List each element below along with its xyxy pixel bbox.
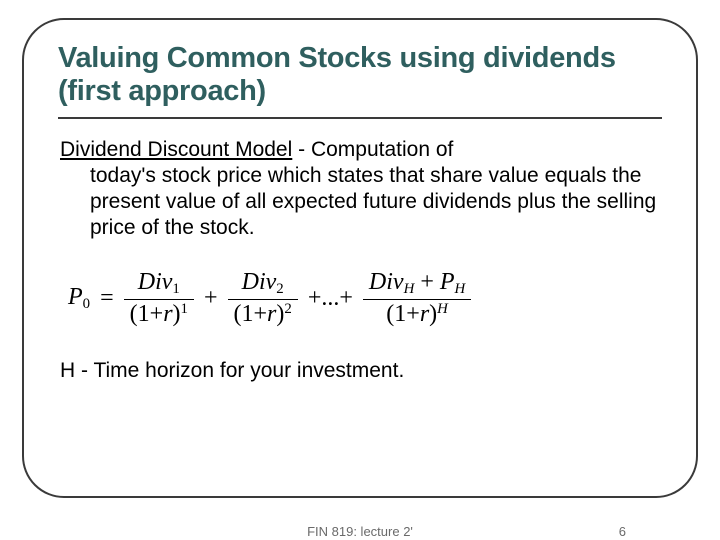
term-2-bar — [228, 299, 298, 300]
term-2-den-exp: 2 — [284, 301, 291, 317]
term-last-num-a-sub: H — [404, 281, 415, 297]
term-2: Div2 (1+r)2 — [228, 270, 298, 328]
term-1-num-sub: 1 — [172, 281, 179, 297]
body-indent: today's stock price which states that sh… — [60, 163, 662, 242]
term-1-den: (1+r)1 — [124, 302, 194, 327]
term-2-den-open: (1+ — [234, 302, 268, 328]
lhs: P0 — [68, 284, 90, 313]
term-last-num-b-sub: H — [455, 281, 466, 297]
ellipsis: +...+ — [306, 285, 355, 312]
term-2-den-r: r — [267, 302, 276, 328]
term-1-den-close: ) — [173, 302, 181, 328]
term-2-num: Div2 — [236, 270, 290, 298]
term-last-den-exp: H — [437, 301, 448, 317]
term-1-num-var: Div — [138, 269, 173, 295]
term-1-den-r: r — [163, 302, 172, 328]
term-2-den: (1+r)2 — [228, 302, 298, 327]
term-2-num-var: Div — [242, 269, 277, 295]
footer-page-number: 6 — [619, 524, 626, 539]
formula: P0 = Div1 (1+r)1 + Div2 (1+r)2 — [68, 270, 662, 328]
lhs-sub: 0 — [83, 296, 90, 312]
term-1-den-open: (1+ — [130, 302, 164, 328]
term-last-den: (1+r)H — [380, 302, 454, 327]
slide-frame: Valuing Common Stocks using dividends (f… — [22, 18, 698, 498]
term-last-num: DivH + PH — [363, 270, 471, 298]
term-1-bar — [124, 299, 194, 300]
plus-1: + — [202, 285, 220, 312]
term-last-den-r: r — [420, 302, 429, 328]
note-text: H - Time horizon for your investment. — [58, 358, 662, 384]
term-last-den-close: ) — [429, 302, 437, 328]
footer-center: FIN 819: lecture 2' — [307, 524, 413, 539]
term-last: DivH + PH (1+r)H — [363, 270, 471, 328]
body-first-line: - Computation of — [292, 138, 453, 161]
term-last-num-b-var: P — [440, 269, 455, 295]
body-paragraph: Dividend Discount Model - Computation of… — [58, 137, 662, 242]
title-underline — [58, 117, 662, 119]
term-last-num-a-var: Div — [369, 269, 404, 295]
equals-sign: = — [98, 285, 116, 312]
term-2-num-sub: 2 — [276, 281, 283, 297]
slide-title: Valuing Common Stocks using dividends (f… — [58, 42, 662, 109]
term-1-num: Div1 — [132, 270, 186, 298]
term-last-num-plus: + — [414, 269, 440, 295]
lead-term: Dividend Discount Model — [60, 138, 292, 161]
term-1-den-exp: 1 — [181, 301, 188, 317]
term-last-den-open: (1+ — [386, 302, 420, 328]
term-last-bar — [363, 299, 471, 300]
term-1: Div1 (1+r)1 — [124, 270, 194, 328]
formula-region: P0 = Div1 (1+r)1 + Div2 (1+r)2 — [58, 270, 662, 328]
lhs-var: P — [68, 284, 83, 310]
